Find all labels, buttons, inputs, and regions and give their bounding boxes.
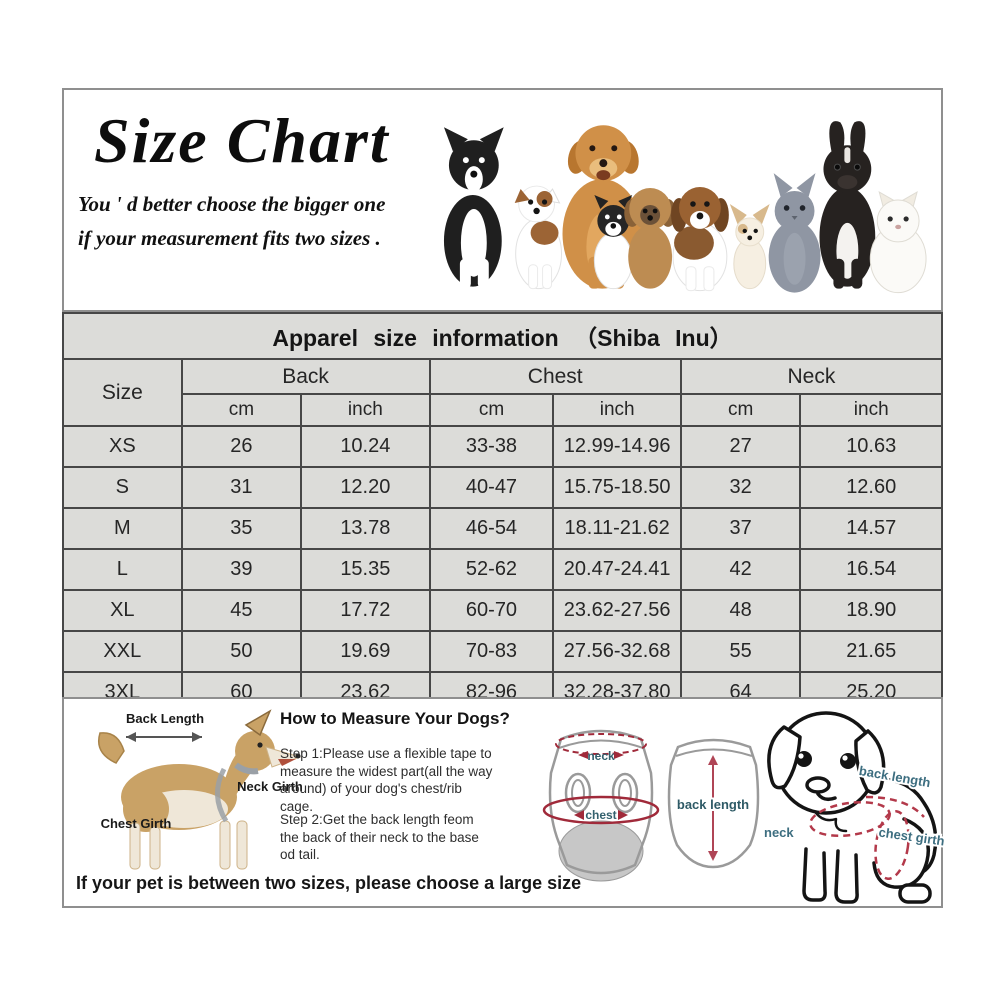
chest-measure-line <box>542 795 660 825</box>
puppy-line-art <box>767 711 938 904</box>
cell: 33-38 <box>428 425 555 468</box>
cell: 70-83 <box>428 630 555 673</box>
table-row: XL 45 17.72 60-70 23.62-27.56 48 18.90 <box>62 589 943 632</box>
pet-black-white-puppy <box>593 195 633 290</box>
tagline-line1: You ' d better choose the bigger one <box>78 192 386 216</box>
dog-chest-girth-label: Chest Girth <box>101 816 172 831</box>
unit-back-inch: inch <box>300 393 431 427</box>
unit-neck-cm: cm <box>679 393 802 427</box>
pet-chihuahua <box>729 203 770 290</box>
cell: 10.24 <box>300 425 431 468</box>
cell: 27 <box>679 425 802 468</box>
dog-back-length-label: Back Length <box>126 711 204 726</box>
cell: 20.47-24.41 <box>552 548 682 591</box>
cell: 37 <box>679 507 802 550</box>
measure-step2: Step 2:Get the back length feom the back… <box>280 812 479 863</box>
garment-neck-label: neck <box>587 749 615 763</box>
page-title: Size Chart <box>94 105 390 176</box>
table-row: M 35 13.78 46-54 18.11-21.62 37 14.57 <box>62 507 943 550</box>
pet-french-bulldog <box>819 121 876 289</box>
cell: 40-47 <box>428 466 555 509</box>
cell: 15.75-18.50 <box>552 466 682 509</box>
dog-neck-girth-label: Neck Girth <box>237 779 303 794</box>
unit-back-cm: cm <box>180 393 303 427</box>
col-group-back: Back <box>180 358 431 395</box>
puppy-measure-lines <box>809 795 925 880</box>
cell: 52-62 <box>428 548 555 591</box>
col-group-chest: Chest <box>428 358 682 395</box>
size-label: XS <box>62 425 183 468</box>
size-label: XL <box>62 589 183 632</box>
table-row: L 39 15.35 52-62 20.47-24.41 42 16.54 <box>62 548 943 591</box>
cell: 27.56-32.68 <box>552 630 682 673</box>
neck-measure-line <box>555 733 647 759</box>
cell: 55 <box>679 630 802 673</box>
cell: 42 <box>679 548 802 591</box>
size-label: L <box>62 548 183 591</box>
cell: 45 <box>180 589 303 632</box>
pet-white-cat <box>869 191 927 294</box>
measure-heading: How to Measure Your Dogs? <box>280 709 510 728</box>
table-row: XS 26 10.24 33-38 12.99-14.96 27 10.63 <box>62 425 943 468</box>
cell: 50 <box>180 630 303 673</box>
cell: 16.54 <box>799 548 943 591</box>
measure-section: Back Length Neck Girth Chest Girth How t… <box>62 697 948 908</box>
cell: 12.20 <box>300 466 431 509</box>
cell: 13.78 <box>300 507 431 550</box>
measure-puppy-illustration: back length neck chest girth <box>762 711 948 904</box>
unit-chest-cm: cm <box>428 393 555 427</box>
measure-step1: Step 1:Please use a flexible tape to mea… <box>280 746 493 814</box>
cell: 18.90 <box>799 589 943 632</box>
back-length-arrow <box>126 732 202 742</box>
cell: 35 <box>180 507 303 550</box>
banner: Size Chart You ' d better choose the big… <box>62 88 943 312</box>
cell: 15.35 <box>300 548 431 591</box>
cell: 23.62-27.56 <box>552 589 682 632</box>
pet-golden-retriever <box>562 125 643 289</box>
pets-photo <box>443 121 927 294</box>
garment-back-length-label: back length <box>677 797 749 812</box>
pet-jack-russell <box>514 185 562 290</box>
table-row: S 31 12.20 40-47 15.75-18.50 32 12.60 <box>62 466 943 509</box>
size-label: S <box>62 466 183 509</box>
between-sizes-note: If your pet is between two sizes, please… <box>76 873 582 893</box>
cell: 21.65 <box>799 630 943 673</box>
garment-front-illustration: neck chest <box>542 729 660 882</box>
cell: 26 <box>180 425 303 468</box>
size-table: Apparel size information （Shiba Inu） Siz… <box>62 312 944 714</box>
cell: 39 <box>180 548 303 591</box>
col-header-size: Size <box>62 358 183 427</box>
pet-pekingese <box>624 188 677 289</box>
cell: 32 <box>679 466 802 509</box>
garment-chest-label: chest <box>585 808 616 822</box>
cell: 17.72 <box>300 589 431 632</box>
pet-beagle <box>671 187 729 292</box>
cell: 31 <box>180 466 303 509</box>
back-length-measure-line <box>708 755 718 861</box>
puppy-neck-label: neck <box>764 825 794 840</box>
cell: 46-54 <box>428 507 555 550</box>
garment-back-illustration: back length <box>667 738 760 869</box>
table-row: XXL 50 19.69 70-83 27.56-32.68 55 21.65 <box>62 630 943 673</box>
unit-chest-inch: inch <box>552 393 682 427</box>
cell: 19.69 <box>300 630 431 673</box>
size-label: XXL <box>62 630 183 673</box>
measure-dog-illustration: Back Length Neck Girth Chest Girth <box>98 709 303 870</box>
cell: 14.57 <box>799 507 943 550</box>
pet-border-collie <box>443 127 504 289</box>
unit-neck-inch: inch <box>799 393 943 427</box>
tagline-line2: if your measurement fits two sizes . <box>78 226 381 250</box>
pet-gray-cat <box>768 173 821 293</box>
dog-side-view <box>98 709 302 870</box>
cell: 60-70 <box>428 589 555 632</box>
col-group-neck: Neck <box>679 358 944 395</box>
cell: 12.60 <box>799 466 943 509</box>
cell: 12.99-14.96 <box>552 425 682 468</box>
table-title: Apparel size information （Shiba Inu） <box>62 312 943 360</box>
size-label: M <box>62 507 183 550</box>
cell: 18.11-21.62 <box>552 507 682 550</box>
cell: 10.63 <box>799 425 943 468</box>
cell: 48 <box>679 589 802 632</box>
